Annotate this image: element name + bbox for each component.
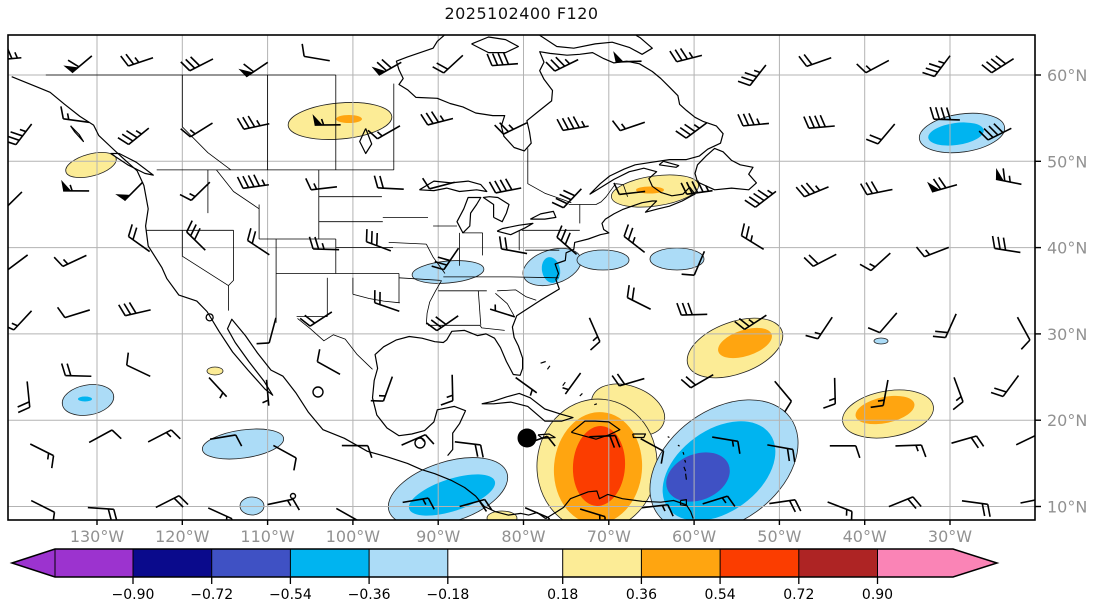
state-province-borders (45, 74, 628, 370)
colorbar-tick-label: 0.18 (547, 587, 578, 603)
colorbar-tick-label: 0.54 (705, 587, 736, 603)
lon-label: 120°W (155, 527, 210, 546)
lon-label: 60°W (672, 527, 716, 546)
lon-label: 40°W (843, 527, 887, 546)
lon-label: 110°W (240, 527, 295, 546)
lat-label: 40°N (1047, 239, 1087, 258)
lon-label: 30°W (928, 527, 972, 546)
lon-label: 80°W (501, 527, 545, 546)
coastlines (11, 35, 757, 520)
plot-frame (7, 34, 1041, 525)
lon-label: 90°W (416, 527, 460, 546)
plot-title: 2025102400 F120 (444, 4, 599, 23)
lat-label: 30°N (1047, 325, 1087, 344)
lat-label: 20°N (1047, 411, 1087, 430)
lon-label: 100°W (326, 527, 381, 546)
colorbar-tick-label: −0.54 (269, 587, 312, 603)
latitude-tick-labels: 10°N 20°N 30°N 40°N 50°N 60°N (1047, 66, 1087, 517)
longitude-tick-labels: 130°W 120°W 110°W 100°W 90°W 80°W 70°W 60°W 50°W… (70, 527, 972, 546)
lat-label: 60°N (1047, 66, 1087, 85)
lon-label: 70°W (587, 527, 631, 546)
colorbar-tick-label: −0.36 (348, 587, 391, 603)
lon-label: 50°W (757, 527, 801, 546)
colorbar-tick-label: 0.72 (783, 587, 814, 603)
colorbar-tick-label: −0.90 (112, 587, 155, 603)
colorbar-tick-label: 0.90 (862, 587, 893, 603)
lon-label: 130°W (70, 527, 125, 546)
colorbar-tick-label: −0.18 (426, 587, 469, 603)
lat-label: 50°N (1047, 152, 1087, 171)
storm-and-calm-markers (289, 386, 537, 500)
wind-barbs-layer (8, 43, 1035, 520)
colorbar-tick-label: −0.72 (190, 587, 233, 603)
colorbar-tick-label: 0.36 (626, 587, 657, 603)
colorbar: −0.90 −0.72 −0.54 −0.36 −0.18 0.18 0.36 0.54 0.7… (9, 548, 1000, 603)
lat-label: 10°N (1047, 498, 1087, 517)
